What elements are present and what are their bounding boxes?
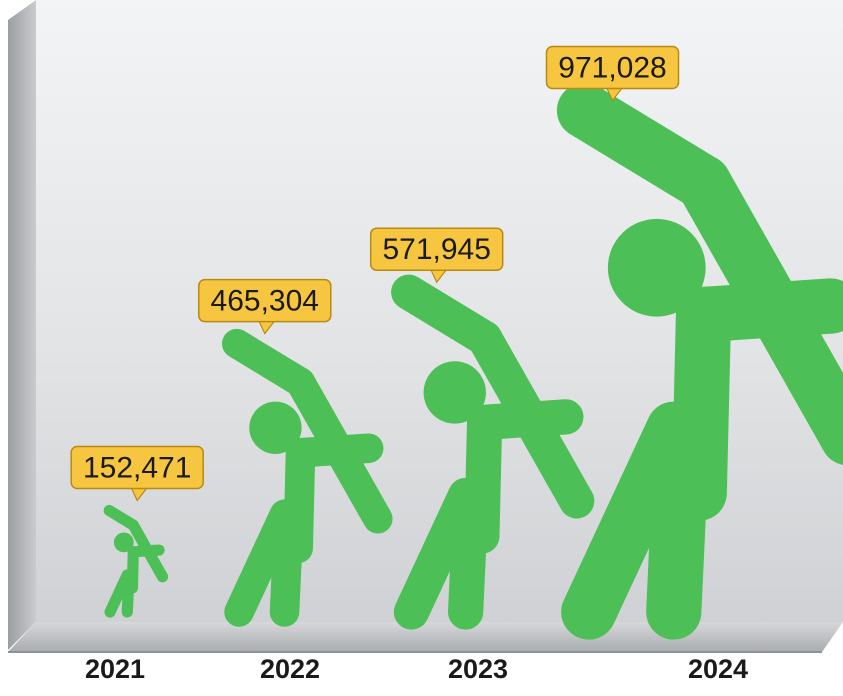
x-axis-labels: 2021 2022 2023 2024 xyxy=(85,654,748,684)
value-labels: 152,471 465,304 571,945 971,028 xyxy=(70,45,680,502)
value-label-bubble xyxy=(545,45,680,90)
value-label-text: 465,304 xyxy=(211,285,319,318)
x-tick-label-2022: 2022 xyxy=(260,654,320,684)
value-label-2023: 571,945 xyxy=(369,227,504,284)
x-tick-label-2023: 2023 xyxy=(448,654,508,684)
value-label-2024: 971,028 xyxy=(545,45,680,102)
value-label-text: 152,471 xyxy=(83,452,191,485)
value-label-2022: 465,304 xyxy=(198,278,332,335)
panel-side xyxy=(8,0,36,650)
value-label-text: 571,945 xyxy=(382,233,490,266)
x-tick-label-2021: 2021 xyxy=(85,654,145,684)
value-label-bubble xyxy=(198,278,332,323)
value-label-bubble xyxy=(70,445,204,490)
value-label-text: 971,028 xyxy=(558,52,666,85)
panel-floor xyxy=(8,622,843,652)
value-label-bubble xyxy=(369,227,504,271)
x-tick-label-2024: 2024 xyxy=(688,654,748,684)
value-label-2021: 152,471 xyxy=(70,445,204,502)
